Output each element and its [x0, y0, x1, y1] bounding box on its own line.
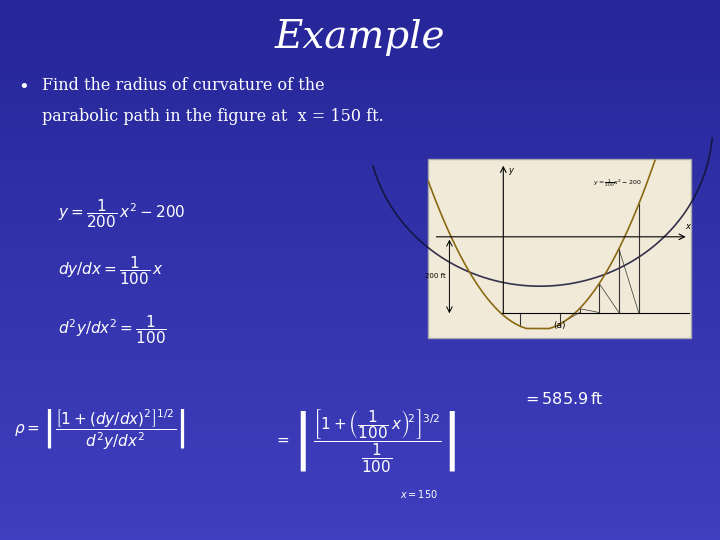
Text: Example: Example [275, 19, 445, 56]
Text: $y=\frac{1}{200}x^2-200$: $y=\frac{1}{200}x^2-200$ [593, 177, 642, 189]
Text: x: x [685, 221, 690, 231]
Text: $= 585.9\,\mathrm{ft}$: $= 585.9\,\mathrm{ft}$ [522, 392, 603, 408]
Text: 200 ft: 200 ft [425, 273, 446, 280]
Text: y: y [508, 166, 513, 176]
Text: $\rho = \left|\dfrac{\left[1+(dy/dx)^2\right]^{1/2}}{d^2y/dx^2}\right|$: $\rho = \left|\dfrac{\left[1+(dy/dx)^2\r… [14, 408, 186, 452]
Bar [428, 159, 691, 338]
Text: (a): (a) [554, 321, 566, 330]
Text: $dy/dx = \dfrac{1}{100}\,x$: $dy/dx = \dfrac{1}{100}\,x$ [58, 254, 163, 287]
Text: $d^2y/dx^2 = \dfrac{1}{100}$: $d^2y/dx^2 = \dfrac{1}{100}$ [58, 313, 166, 346]
Text: $= \left|\dfrac{\left[1+\left(\dfrac{1}{100}\,x\right)^{\!2}\right]^{3/2}}{\dfra: $= \left|\dfrac{\left[1+\left(\dfrac{1}{… [274, 408, 456, 475]
Text: •: • [18, 78, 29, 96]
Text: Find the radius of curvature of the: Find the radius of curvature of the [42, 77, 325, 93]
Text: $x{=}150$: $x{=}150$ [400, 488, 438, 500]
Text: parabolic path in the figure at  x = 150 ft.: parabolic path in the figure at x = 150 … [42, 108, 384, 125]
Text: $y = \dfrac{1}{200}\,x^2 - 200$: $y = \dfrac{1}{200}\,x^2 - 200$ [58, 197, 185, 230]
